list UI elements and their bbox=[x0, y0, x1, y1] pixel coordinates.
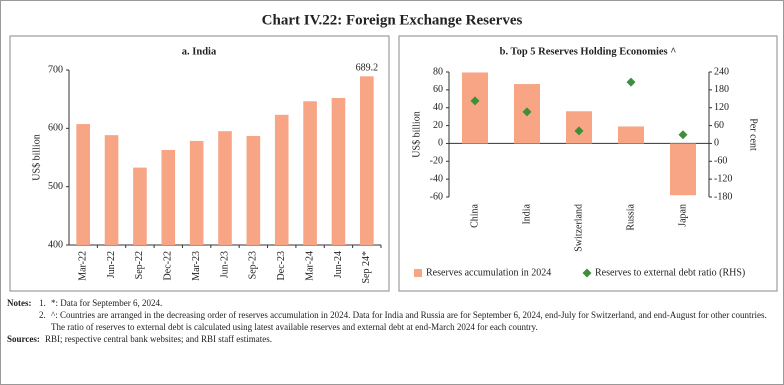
y2-tick-label: -60 bbox=[714, 156, 727, 167]
x-tick-label: China bbox=[469, 203, 480, 227]
point bbox=[574, 126, 584, 136]
bar bbox=[104, 135, 119, 245]
y-tick-label: -60 bbox=[430, 191, 443, 202]
y2-tick-label: 60 bbox=[714, 120, 724, 131]
bar bbox=[618, 126, 644, 144]
y-tick-label: 400 bbox=[48, 239, 63, 250]
figure-title: Chart IV.22: Foreign Exchange Reserves bbox=[262, 12, 523, 28]
x-tick-label: Mar-22 bbox=[77, 251, 88, 281]
bar bbox=[670, 143, 696, 196]
panel-frame bbox=[9, 35, 390, 292]
bar bbox=[76, 124, 90, 245]
y-tick-label: 80 bbox=[433, 66, 443, 77]
y-tick-label: 600 bbox=[48, 123, 63, 134]
note-row: Notes: 1. *: Data for September 6, 2024. bbox=[7, 297, 777, 309]
bar bbox=[331, 98, 346, 245]
y2-tick-label: 0 bbox=[714, 138, 719, 149]
x-tick-label: Jun-23 bbox=[219, 251, 230, 278]
y2-tick-label: -120 bbox=[714, 173, 732, 184]
note-text: ^: Countries are arranged in the decreas… bbox=[51, 310, 767, 332]
sources-row: Sources: RBI; respective central bank web… bbox=[7, 333, 777, 345]
x-tick-label: Dec-22 bbox=[163, 251, 174, 280]
y-tick-label: -20 bbox=[430, 156, 443, 167]
y-axis-label: US$ billion bbox=[411, 111, 422, 157]
x-tick-label: Jun-24 bbox=[333, 251, 344, 278]
panel-frame bbox=[398, 35, 778, 292]
bar bbox=[303, 101, 317, 246]
bar bbox=[161, 149, 176, 245]
x-tick-label: Russia bbox=[625, 203, 636, 230]
point bbox=[626, 77, 636, 87]
x-tick-label: Mar-23 bbox=[191, 251, 202, 281]
panel-title: b. Top 5 Reserves Holding Economies ^ bbox=[500, 46, 677, 57]
y-tick-label: 500 bbox=[48, 181, 63, 192]
bar bbox=[274, 114, 289, 245]
chart: Chart IV.22: Foreign Exchange Reserves a… bbox=[9, 12, 778, 292]
x-tick-label: Sep-23 bbox=[248, 251, 259, 279]
y2-tick-label: 120 bbox=[714, 102, 729, 113]
bar bbox=[218, 131, 232, 245]
y2-axis-label: Per cent bbox=[748, 118, 759, 151]
notes: Notes: 1. *: Data for September 6, 2024. 2… bbox=[7, 297, 777, 345]
x-tick-label: Mar-24 bbox=[304, 251, 315, 281]
y-tick-label: -40 bbox=[430, 173, 443, 184]
x-tick-label: Sep-22 bbox=[134, 251, 145, 279]
sources-label: Sources: bbox=[7, 334, 40, 344]
y-tick-label: 700 bbox=[48, 64, 63, 75]
point bbox=[470, 96, 480, 106]
x-tick-label: Japan bbox=[677, 204, 688, 227]
value-label: 689.2 bbox=[356, 63, 379, 74]
x-tick-label: India bbox=[521, 203, 532, 224]
legend-swatch bbox=[414, 269, 422, 277]
bar bbox=[246, 135, 261, 245]
point bbox=[678, 130, 688, 140]
y-tick-label: 20 bbox=[433, 120, 443, 131]
panel-title: a. India bbox=[182, 46, 217, 57]
legend-label: Reserves to external debt ratio (RHS) bbox=[595, 267, 745, 278]
x-tick-label: Dec-23 bbox=[276, 251, 287, 280]
note-number: 1. bbox=[39, 298, 46, 308]
y2-tick-label: 240 bbox=[714, 66, 729, 77]
note-number: 2. bbox=[39, 310, 46, 320]
y2-tick-label: 180 bbox=[714, 84, 729, 95]
bar bbox=[360, 76, 374, 245]
sources-text: RBI; respective central bank websites; a… bbox=[45, 334, 273, 344]
legend-swatch bbox=[582, 268, 592, 278]
y-tick-label: 40 bbox=[433, 102, 443, 113]
notes-label: Notes: bbox=[7, 298, 32, 308]
note-row: 2. ^: Countries are arranged in the decre… bbox=[7, 309, 777, 333]
x-tick-label: Sep 24* bbox=[361, 251, 372, 284]
y-axis-label: US$ billion bbox=[31, 134, 42, 180]
bar bbox=[133, 167, 147, 245]
x-tick-label: Jun-22 bbox=[106, 251, 117, 278]
legend-label: Reserves accumulation in 2024 bbox=[426, 267, 551, 278]
y-tick-label: 0 bbox=[438, 138, 443, 149]
x-tick-label: Switzerland bbox=[573, 204, 584, 252]
bar bbox=[462, 72, 488, 144]
bar bbox=[189, 140, 204, 245]
y-tick-label: 60 bbox=[433, 84, 443, 95]
y2-tick-label: -180 bbox=[714, 191, 732, 202]
note-text: *: Data for September 6, 2024. bbox=[51, 298, 163, 308]
point bbox=[522, 107, 532, 117]
